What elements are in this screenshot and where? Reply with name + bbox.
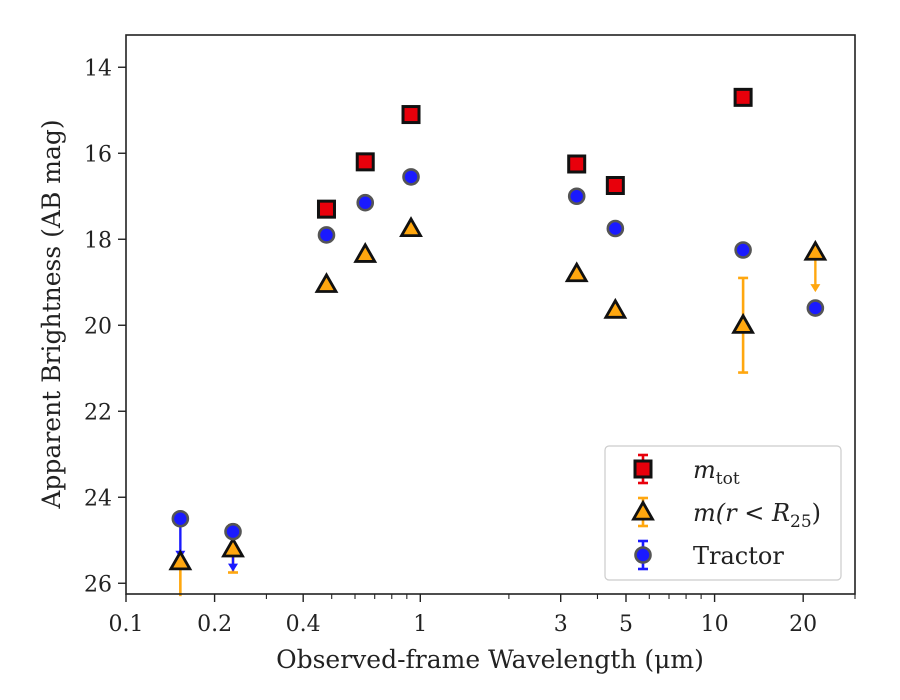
mr25-point	[168, 549, 193, 571]
x-tick-label: 5	[619, 612, 633, 637]
legend-label-mtot: mtot	[693, 456, 740, 489]
legend: mtot m(r < R25) Tractor	[604, 445, 842, 581]
mr25-point	[314, 272, 339, 293]
plot-frame	[125, 34, 856, 595]
legend-label-mr25: m(r < R25)	[693, 499, 821, 532]
x-tick-label: 0.2	[197, 612, 232, 637]
legend-marker-mtot	[633, 459, 653, 479]
x-tick-label: 3	[554, 612, 568, 637]
tractor-point	[606, 219, 625, 238]
mr25-point	[564, 261, 589, 283]
mr25-point	[353, 241, 378, 263]
upper-limit-arrowhead	[228, 563, 239, 572]
legend-box	[604, 445, 842, 581]
x-tick-label: 1	[413, 612, 427, 637]
tractor-point	[224, 522, 242, 541]
mr25-point	[221, 536, 245, 558]
legend-label-tractor: Tractor	[693, 542, 784, 570]
mtot-point	[316, 199, 336, 219]
mtot-point	[605, 176, 625, 195]
tractor-point	[356, 193, 375, 212]
y-tick-label: 26	[84, 572, 112, 597]
mr25-point	[399, 216, 423, 238]
x-axis-ticks: 0.1 0.2 0.4 1 3 5 10 20	[109, 594, 856, 637]
y-tick-label: 14	[84, 56, 112, 81]
mtot-point	[355, 152, 375, 172]
y-tick-label: 18	[84, 228, 112, 253]
mr25-point	[803, 239, 828, 261]
tractor-point	[734, 241, 752, 259]
tractor-point	[171, 509, 190, 528]
x-tick-label: 0.1	[109, 612, 144, 637]
tractor-point	[567, 187, 586, 206]
x-tick-label: 0.4	[286, 612, 321, 637]
x-tick-label: 10	[701, 612, 729, 637]
y-tick-label: 22	[84, 400, 112, 425]
mtot-point	[401, 105, 421, 125]
y-axis-ticks: 14 16 18 20 22 24 26	[84, 56, 126, 597]
y-tick-label: 16	[84, 142, 112, 167]
legend-marker-tractor	[634, 546, 652, 564]
y-axis-label: Apparent Brightness (AB mag)	[37, 119, 66, 509]
tractor-point	[317, 226, 336, 244]
x-axis-label: Observed-frame Wavelength (μm)	[276, 645, 704, 674]
markers-layer	[168, 87, 828, 571]
upper-limit-arrowhead	[810, 284, 821, 293]
x-tick-label: 20	[789, 612, 817, 637]
y-tick-label: 24	[84, 486, 112, 511]
legend-marker-mr25	[631, 499, 655, 521]
tractor-point	[402, 168, 420, 186]
tractor-point	[806, 299, 825, 317]
mr25-point	[731, 312, 756, 334]
y-tick-label: 20	[84, 314, 112, 339]
mtot-point	[733, 87, 753, 107]
mtot-point	[567, 154, 587, 174]
mr25-point	[603, 297, 628, 319]
